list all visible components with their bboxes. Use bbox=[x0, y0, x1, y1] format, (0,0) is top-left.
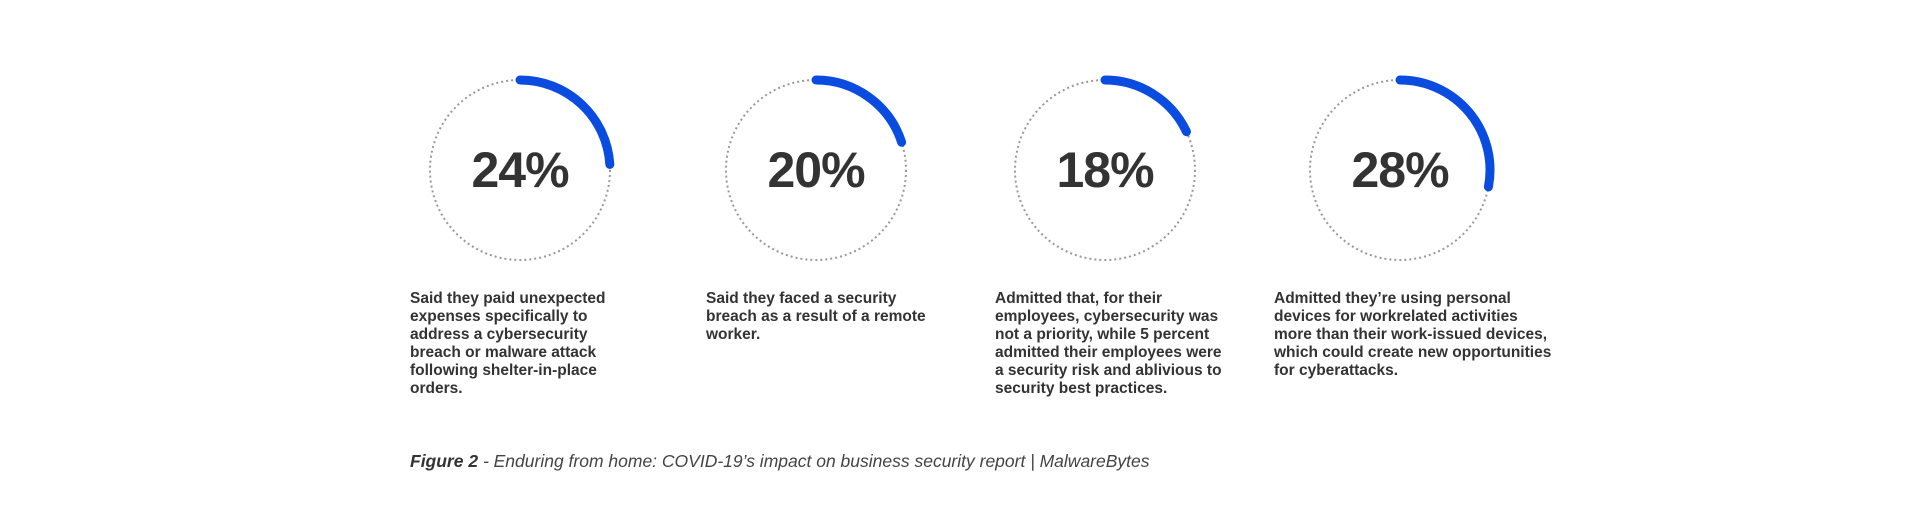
progress-ring-svg-3 bbox=[1014, 75, 1196, 261]
ring-progress-arc-1 bbox=[515, 75, 615, 169]
ring-progress-arc-4 bbox=[1395, 75, 1495, 192]
progress-ring-2: 20% bbox=[716, 70, 916, 270]
progress-ring-3: 18% bbox=[1005, 70, 1205, 270]
figure-caption: Figure 2 - Enduring from home: COVID-19’… bbox=[410, 451, 1150, 472]
percentage-value-1: 24% bbox=[471, 142, 569, 198]
ring-progress-arc-3 bbox=[1100, 75, 1191, 137]
percentage-value-2: 20% bbox=[767, 142, 865, 198]
progress-ring-1: 24% bbox=[420, 70, 620, 270]
stat-description-2: Said they faced a security breach as a r… bbox=[706, 290, 926, 343]
ring-progress-arc-2 bbox=[811, 75, 907, 147]
percentage-value-3: 18% bbox=[1056, 142, 1154, 198]
stat-description-3: Admitted that, for their employees, cybe… bbox=[995, 290, 1222, 397]
ring-track-2 bbox=[725, 79, 907, 261]
figure-caption-text: - Enduring from home: COVID-19’s impact … bbox=[478, 451, 1150, 471]
progress-ring-4: 28% bbox=[1300, 70, 1500, 270]
figure-caption-lead: Figure 2 bbox=[410, 451, 479, 471]
progress-ring-svg-1 bbox=[429, 75, 615, 261]
progress-ring-svg-4 bbox=[1309, 75, 1495, 261]
stat-description-1: Said they paid unexpected expenses speci… bbox=[410, 290, 606, 397]
ring-track-3 bbox=[1014, 79, 1196, 261]
progress-ring-svg-2 bbox=[725, 75, 907, 261]
ring-track-1 bbox=[429, 79, 611, 261]
percentage-value-4: 28% bbox=[1351, 142, 1449, 198]
stat-description-4: Admitted they’re using personal devices … bbox=[1274, 290, 1552, 379]
